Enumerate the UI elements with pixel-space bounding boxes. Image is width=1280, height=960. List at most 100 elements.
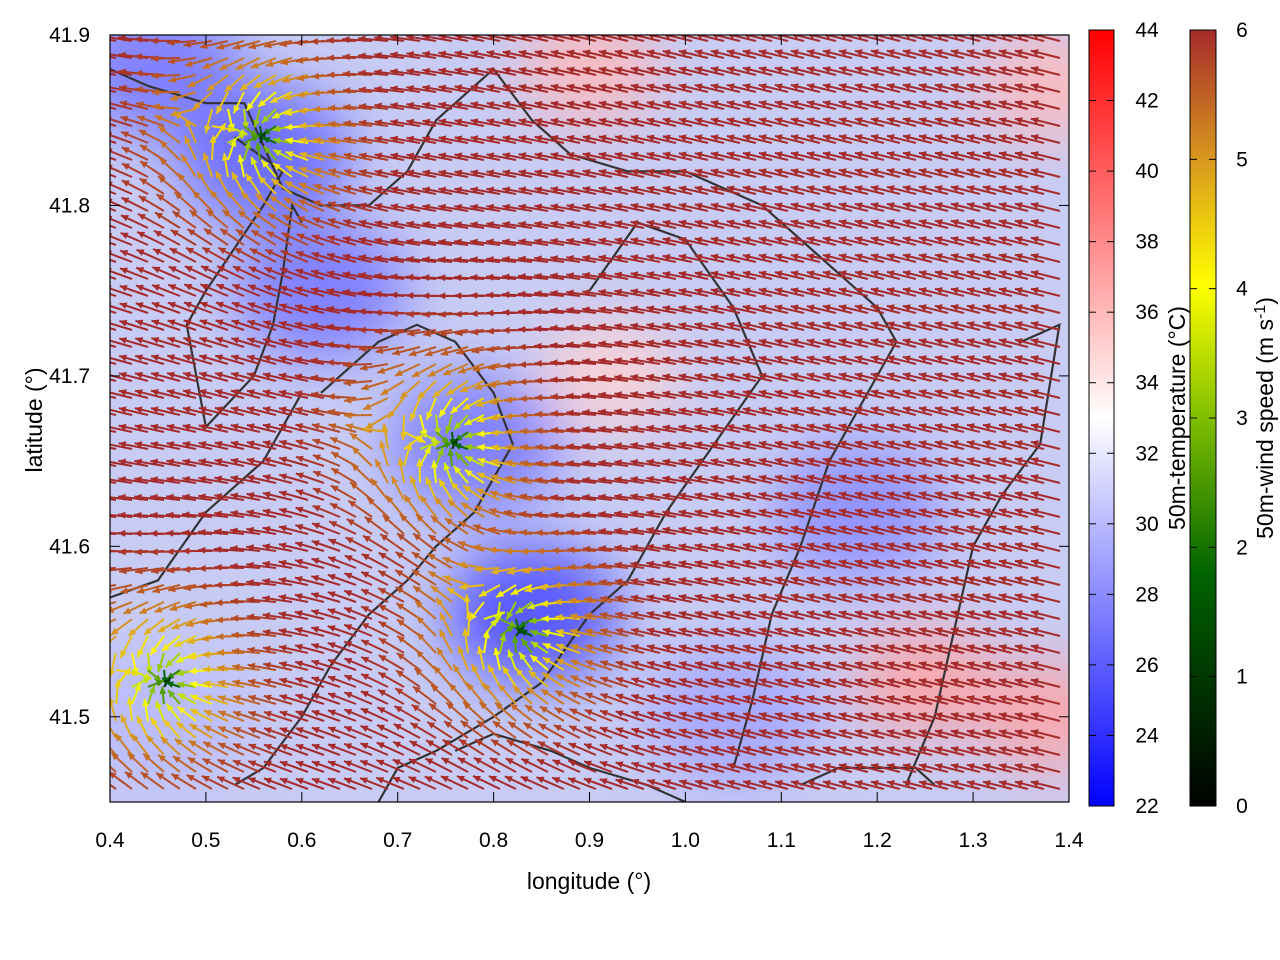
wind-vector-head: [598, 220, 607, 228]
wind-vector-head: [235, 229, 244, 237]
wind-vector-head: [207, 83, 215, 91]
wind-vector-head: [431, 440, 440, 448]
wind-vector-head: [966, 304, 975, 311]
wind-vector-head: [585, 660, 594, 667]
wind-vector-head: [902, 304, 911, 311]
wind-vector-head: [774, 440, 783, 448]
wind-vector-head: [120, 587, 129, 594]
wind-vector-head: [950, 355, 959, 362]
wind-vector-head: [631, 660, 640, 668]
wind-vector-head: [950, 151, 959, 158]
wind-vector-head: [184, 602, 193, 610]
wind-vector-head: [982, 695, 991, 702]
wind-vector-head: [86, 458, 94, 465]
wind-vector-head: [454, 67, 463, 75]
wind-vector-head: [742, 678, 751, 685]
wind-vector-head: [343, 136, 352, 144]
wind-vector-head: [390, 329, 399, 337]
wind-vector-head: [358, 345, 367, 353]
wind-vector-head: [361, 383, 370, 391]
wind-vector-head: [870, 474, 879, 482]
wind-vector: [110, 292, 117, 297]
wind-vector-head: [742, 508, 751, 516]
wind-vector-head: [430, 460, 438, 469]
wind-vector-head: [918, 678, 927, 685]
wind-vector-head: [584, 612, 593, 620]
wind-vector-head: [822, 627, 831, 634]
wind-vector-head: [470, 310, 478, 318]
wind-vector-head: [822, 338, 831, 346]
wind-vector-head: [982, 559, 991, 566]
wind-vector-head: [217, 266, 226, 273]
wind-vector-head: [631, 693, 640, 701]
wind-vector-head: [184, 266, 193, 273]
wind-vector-head: [1030, 474, 1039, 481]
wind-vector-head: [950, 491, 959, 498]
wind-vector: [110, 190, 117, 195]
wind-vector-head: [390, 152, 399, 160]
wind-vector-head: [726, 66, 735, 74]
wind-vector-head: [326, 54, 334, 62]
wind-vector-head: [378, 588, 387, 595]
wind-vector-head: [694, 576, 703, 584]
wind-vector-head: [328, 184, 337, 192]
wind-vector-head: [630, 254, 639, 262]
wind-vector-head: [438, 203, 447, 211]
wind-vector-head: [534, 394, 543, 402]
wind-vector-head: [358, 119, 367, 127]
wind-vector-head: [840, 35, 847, 39]
wind-vector-head: [790, 389, 799, 397]
wind-vector-head: [630, 151, 639, 159]
wind-vector-head: [246, 474, 255, 482]
wind-vector-head: [153, 230, 162, 238]
wind-vector-head: [189, 667, 197, 675]
wind-vector-head: [280, 250, 289, 257]
wind-vector-head: [870, 491, 879, 499]
wind-vector-head: [166, 389, 175, 396]
wind-vector-head: [279, 267, 288, 275]
wind-vector-head: [582, 392, 590, 399]
wind-vector-head: [758, 83, 767, 90]
wind-vector-head: [454, 101, 463, 109]
wind-vector-head: [327, 393, 335, 401]
wind-vector-head: [202, 665, 211, 673]
wind-vector-head: [854, 66, 863, 73]
wind-vector-head: [582, 528, 591, 536]
wind-vector-head: [918, 202, 927, 209]
wind-vector-head: [918, 355, 927, 362]
wind-vector-head: [998, 270, 1007, 277]
wind-vector-head: [902, 678, 911, 685]
wind-vector-head: [646, 543, 655, 551]
wind-vector-head: [822, 270, 831, 278]
wind-vector-head: [934, 321, 943, 328]
wind-vector-head: [295, 268, 304, 276]
wind-vector-head: [230, 597, 239, 605]
wind-vector-head: [182, 475, 191, 483]
wind-vector-head: [774, 134, 783, 142]
wind-vector-head: [631, 644, 639, 651]
wind-vector-head: [444, 721, 452, 729]
wind-vector-head: [694, 270, 703, 278]
wind-vector-head: [678, 151, 687, 159]
wind-vector-head: [299, 167, 308, 174]
wind-vector-head: [934, 542, 943, 549]
wind-vector-head: [822, 253, 831, 261]
wind-vector-head: [346, 519, 355, 526]
wind-vector-head: [150, 476, 158, 484]
wind-vector-head: [838, 508, 847, 516]
wind-vector-head: [310, 357, 319, 365]
wind-vector-head: [950, 219, 959, 226]
wind-vector: [110, 408, 133, 416]
wind-vector-head: [502, 49, 511, 57]
wind-vector-head: [694, 83, 703, 91]
wind-vector-head: [88, 133, 96, 140]
wind-vector-head: [838, 491, 847, 499]
wind-vector-head: [886, 661, 895, 668]
wind-vector-head: [742, 389, 751, 397]
wind-vector-head: [119, 285, 128, 292]
wind-vector-head: [295, 693, 304, 701]
wind-vector-head: [396, 670, 404, 678]
wind-vector-head: [950, 542, 959, 549]
wind-vector-head: [518, 238, 526, 246]
wind-vector-head: [902, 576, 911, 583]
